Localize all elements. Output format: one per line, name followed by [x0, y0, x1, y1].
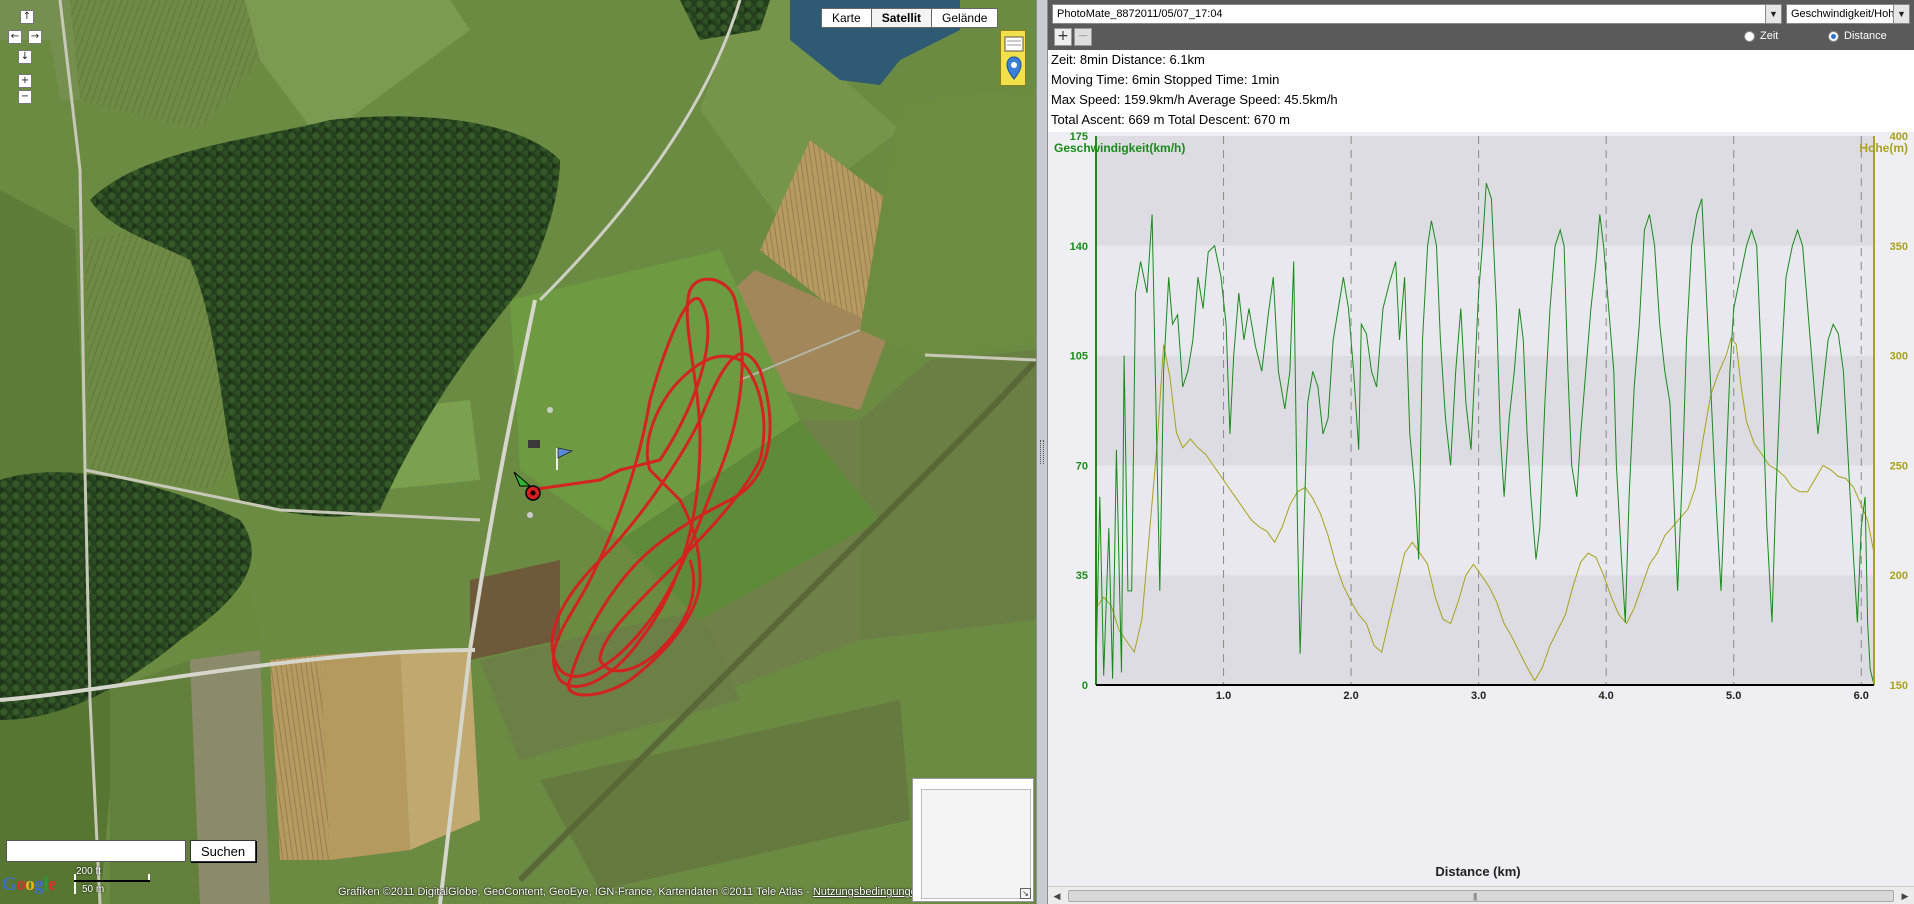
- track-select[interactable]: PhotoMate_8872011/05/07_17:04 ▼: [1052, 4, 1782, 24]
- y-right-tick-label: 150: [1890, 680, 1908, 692]
- x-tick-label: 1.0: [1216, 690, 1231, 702]
- metric-select[interactable]: Geschwindigkeit/Hoh ▼: [1786, 4, 1910, 24]
- map-type-karte-button[interactable]: Karte: [821, 8, 872, 28]
- y-left-tick-label: 35: [1076, 570, 1088, 582]
- axis-mode-distance[interactable]: Distance: [1828, 30, 1887, 42]
- x-tick-label: 2.0: [1343, 690, 1358, 702]
- y-right-tick-label: 300: [1890, 351, 1908, 363]
- street-view-pegman[interactable]: [1000, 30, 1026, 86]
- scroll-left-icon[interactable]: ◀: [1053, 891, 1061, 901]
- overview-map-frame: [921, 789, 1031, 899]
- pan-down-button[interactable]: ↓: [18, 50, 32, 64]
- y-axis-right-label: Hohe(m): [1859, 141, 1908, 155]
- track-analysis-panel: PhotoMate_8872011/05/07_17:04 ▼ Geschwin…: [1048, 0, 1914, 904]
- x-tick-label: 5.0: [1726, 690, 1741, 702]
- map-search-input[interactable]: [6, 840, 186, 862]
- elevation-series-line: [1095, 336, 1875, 682]
- map-search-button[interactable]: Suchen: [190, 840, 256, 862]
- direction-arrow: [513, 471, 532, 487]
- profile-chart[interactable]: Geschwindigkeit(km/h) Hohe(m) 0 35 70 105 14…: [1048, 131, 1914, 886]
- map-copyright: Grafiken ©2011 DigitalGlobe, GeoContent,…: [338, 886, 923, 898]
- x-axis-label: Distance (km): [1435, 864, 1520, 879]
- y-right-tick-label: 400: [1890, 132, 1908, 143]
- y-left-tick-label: 0: [1082, 680, 1088, 692]
- scale-ft-label: 200 ft: [76, 866, 102, 877]
- map-type-control: Karte Satellit Gelände: [821, 8, 999, 28]
- chart-band: [1096, 245, 1874, 356]
- google-logo: Google: [2, 874, 56, 895]
- stats-line-time-distance: Zeit: 8min Distance: 6.1km: [1051, 52, 1205, 67]
- radio-on-icon: [1828, 30, 1839, 42]
- add-button[interactable]: +: [1054, 28, 1072, 46]
- y-right-tick-label: 250: [1890, 460, 1908, 472]
- y-left-tick-label: 140: [1070, 241, 1088, 253]
- panel-toolbar: PhotoMate_8872011/05/07_17:04 ▼ Geschwin…: [1048, 0, 1914, 50]
- chevron-down-icon[interactable]: ▼: [1765, 5, 1781, 23]
- track-select-value: PhotoMate_8872011/05/07_17:04: [1057, 8, 1223, 20]
- y-right-tick-label: 200: [1890, 570, 1908, 582]
- chart-band: [1096, 575, 1874, 685]
- map-type-gelaende-button[interactable]: Gelände: [931, 8, 999, 28]
- pan-right-button[interactable]: →: [28, 30, 42, 44]
- finish-flag: [557, 447, 574, 459]
- gps-track: [529, 277, 772, 697]
- x-tick-label: 3.0: [1471, 690, 1486, 702]
- stats-line-moving: Moving Time: 6min Stopped Time: 1min: [1051, 72, 1280, 87]
- map-scale: 200 ft 50 m: [74, 866, 158, 896]
- radio-off-icon: [1744, 30, 1755, 42]
- axis-mode-zeit[interactable]: Zeit: [1744, 30, 1778, 42]
- pan-up-button[interactable]: ↑: [20, 10, 34, 24]
- scroll-right-icon[interactable]: ▶: [1901, 891, 1909, 901]
- chart-band: [1096, 136, 1874, 246]
- satellite-imagery: [0, 0, 1036, 904]
- pane-splitter[interactable]: [1036, 0, 1048, 904]
- stats-line-ascent: Total Ascent: 669 m Total Descent: 670 m: [1051, 112, 1290, 127]
- terms-link[interactable]: Nutzungsbedingungen: [812, 886, 923, 898]
- pan-left-button[interactable]: ←: [8, 30, 22, 44]
- x-tick-label: 6.0: [1854, 690, 1869, 702]
- scrollbar-thumb[interactable]: |||: [1068, 890, 1894, 902]
- map-search: Suchen: [6, 840, 256, 862]
- chart-band: [1096, 465, 1874, 576]
- chevron-down-icon[interactable]: ▼: [1893, 5, 1909, 23]
- overview-map[interactable]: ↘: [912, 778, 1034, 902]
- metric-select-value: Geschwindigkeit/Hoh: [1791, 8, 1895, 20]
- profile-chart-svg: Geschwindigkeit(km/h) Hohe(m) 0 35 70 105 14…: [1054, 131, 1908, 879]
- pegman-icon: [1004, 36, 1024, 80]
- map-type-satellit-button[interactable]: Satellit: [870, 8, 933, 28]
- y-left-tick-label: 70: [1076, 460, 1088, 472]
- scale-m-label: 50 m: [82, 884, 105, 895]
- speed-series-line: [1095, 182, 1875, 686]
- overview-toggle-icon[interactable]: ↘: [1020, 888, 1031, 899]
- chart-horizontal-scrollbar[interactable]: ◀ ||| ▶: [1048, 886, 1914, 904]
- scrollbar-grip-icon: |||: [1473, 892, 1477, 901]
- splitter-grip-icon: [1040, 440, 1044, 464]
- y-left-tick-label: 175: [1070, 132, 1088, 143]
- stats-line-speed: Max Speed: 159.9km/h Average Speed: 45.5…: [1051, 92, 1338, 107]
- y-right-tick-label: 350: [1890, 241, 1908, 253]
- remove-button[interactable]: −: [1074, 28, 1092, 46]
- chart-band: [1096, 355, 1874, 466]
- zoom-in-button[interactable]: +: [18, 74, 32, 88]
- x-tick-label: 4.0: [1599, 690, 1614, 702]
- copyright-text: Grafiken ©2011 DigitalGlobe, GeoContent,…: [338, 886, 813, 898]
- y-axis-left-label: Geschwindigkeit(km/h): [1054, 141, 1185, 155]
- y-left-tick-label: 105: [1070, 351, 1088, 363]
- map-view[interactable]: ↑ ← → ↓ + − Karte Satellit Gelände: [0, 0, 1036, 904]
- zoom-out-button[interactable]: −: [18, 90, 32, 104]
- track-stats: Zeit: 8min Distance: 6.1km Moving Time: …: [1048, 50, 1914, 132]
